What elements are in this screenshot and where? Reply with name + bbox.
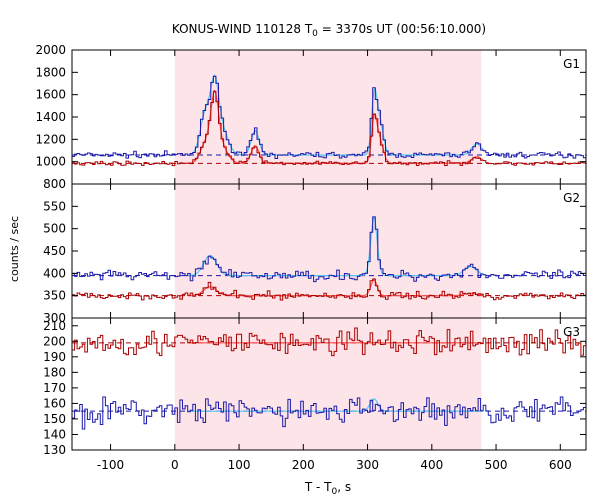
blue-light-curve	[72, 396, 586, 430]
y-tick-label: 2000	[35, 43, 66, 57]
x-tick-label: 300	[356, 458, 379, 472]
y-tick-label: 170	[43, 381, 66, 395]
x-tick-label: 400	[420, 458, 443, 472]
y-tick-label: 1200	[35, 132, 66, 146]
y-tick-label: 500	[43, 222, 66, 236]
y-tick-label: 190	[43, 350, 66, 364]
y-tick-label: 1400	[35, 110, 66, 124]
y-tick-label: 550	[43, 199, 66, 213]
y-tick-label: 300	[43, 311, 66, 325]
x-tick-label: 500	[485, 458, 508, 472]
red-light-curve	[72, 278, 586, 301]
panel-label: G1	[563, 57, 580, 71]
y-tick-label: 1000	[35, 155, 66, 169]
y-tick-label: 1800	[35, 65, 66, 79]
y-tick-label: 180	[43, 365, 66, 379]
y-tick-label: 450	[43, 244, 66, 258]
x-tick-label: 0	[171, 458, 179, 472]
y-tick-label: 140	[43, 427, 66, 441]
x-tick-label: 600	[549, 458, 572, 472]
blue-light-curve	[72, 75, 586, 159]
y-tick-label: 400	[43, 266, 66, 280]
panel-label: G3	[563, 325, 580, 339]
panel-g1: 800 1000 1200 1400 1600 1800 2000 G1	[35, 43, 587, 191]
y-tick-label: 350	[43, 289, 66, 303]
y-tick-label: 150	[43, 412, 66, 426]
blue-light-curve	[72, 216, 586, 283]
y-axis-label: counts / sec	[8, 216, 21, 282]
y-tick-label: 210	[43, 319, 66, 333]
red-light-curve	[72, 90, 586, 167]
shaded-interval	[174, 50, 482, 450]
panel-frame	[71, 317, 587, 451]
chart-title: KONUS-WIND 110128 T0 = 3370s UT (00:56:1…	[172, 22, 486, 39]
x-tick-label: 100	[228, 458, 251, 472]
panel-label: G2	[563, 191, 580, 205]
x-tick-label: 200	[292, 458, 315, 472]
y-tick-label: 800	[43, 177, 66, 191]
y-tick-label: 160	[43, 396, 66, 410]
red-light-curve	[72, 327, 586, 357]
y-tick-label: 200	[43, 334, 66, 348]
y-tick-label: 130	[43, 443, 66, 457]
x-tick-label: -100	[97, 458, 124, 472]
x-axis-label: T - T0, s	[304, 480, 351, 497]
y-tick-label: 1600	[35, 88, 66, 102]
